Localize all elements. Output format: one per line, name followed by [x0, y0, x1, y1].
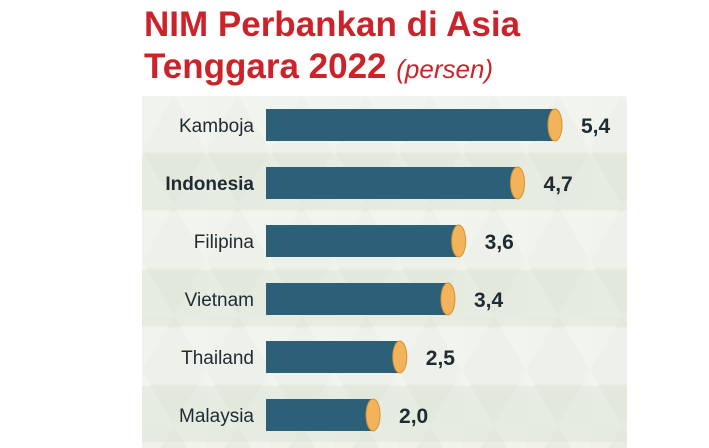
bar-end-cap [547, 108, 563, 142]
category-label: Thailand [181, 348, 254, 369]
bar-end-cap [510, 166, 526, 200]
value-label: 3,4 [474, 289, 504, 312]
category-label: Indonesia [165, 174, 254, 195]
bar [266, 283, 448, 315]
chart-unit: (persen) [396, 54, 494, 84]
row-band [142, 386, 627, 442]
bar-end-cap [392, 340, 408, 374]
category-label: Vietnam [185, 290, 254, 311]
chart-title-line1: NIM Perbankan di Asia [144, 5, 521, 44]
bar [266, 109, 555, 141]
bar [266, 167, 518, 199]
chart-title-line2-text: Tenggara 2022 [144, 47, 387, 86]
value-label: 3,6 [485, 231, 514, 254]
value-label: 4,7 [544, 173, 573, 196]
bar [266, 341, 400, 373]
bar-end-cap [440, 282, 456, 316]
value-label: 5,4 [581, 115, 611, 138]
value-label: 2,0 [399, 405, 428, 428]
bar-end-cap [451, 224, 467, 258]
bar-end-cap [365, 398, 381, 432]
value-label: 2,5 [426, 347, 456, 370]
chart-title-line2: Tenggara 2022 (persen) [144, 46, 704, 90]
category-label: Malaysia [179, 406, 254, 427]
chart-title: NIM Perbankan di Asia Tenggara 2022 (per… [144, 4, 704, 90]
category-label: Kamboja [179, 116, 254, 137]
bar [266, 225, 459, 257]
category-label: Filipina [194, 232, 255, 253]
bar [266, 399, 374, 431]
